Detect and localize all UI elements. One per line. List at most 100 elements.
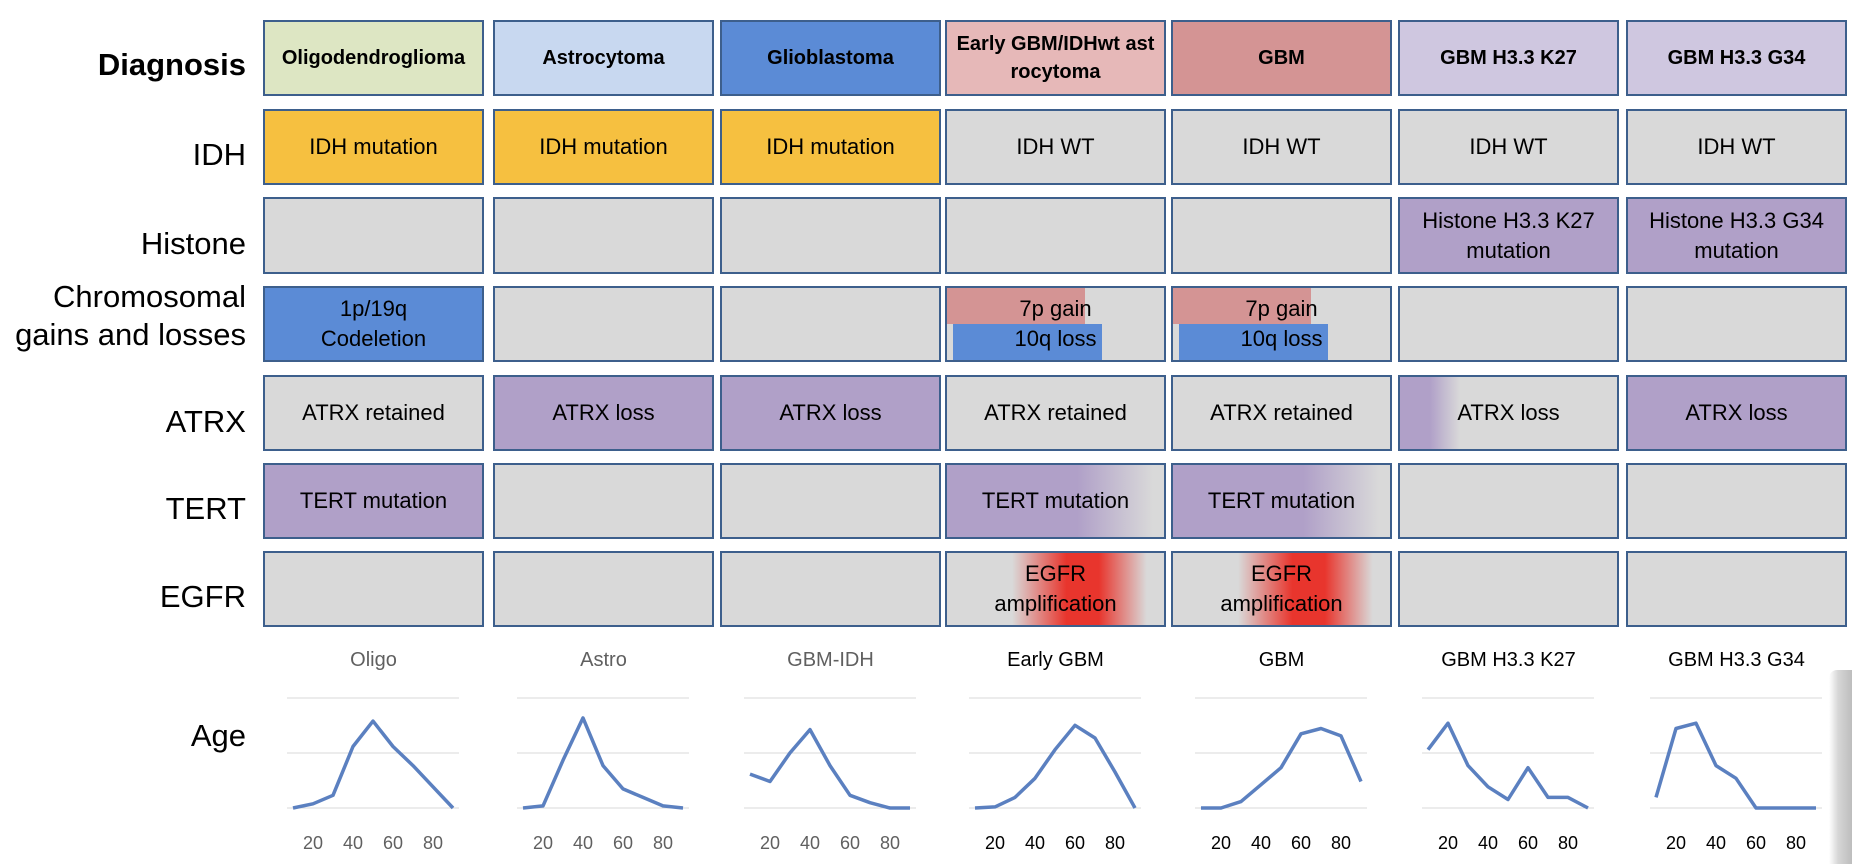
diagnosis-label: Glioblastoma <box>767 47 894 69</box>
atrx-cell: ATRX loss <box>1398 375 1619 451</box>
diagnosis-cell: Early GBM/IDHwt astrocytoma <box>945 20 1166 96</box>
chrom-cell: 7p gain 10q loss <box>945 286 1166 362</box>
egfr-line1: EGFR <box>1024 561 1087 586</box>
row-label-chromosomal-line1: Chromosomal <box>53 279 246 314</box>
age-axis-tick: 80 <box>422 833 444 853</box>
idh-cell: IDH WT <box>1171 109 1392 185</box>
age-chart-title: GBM <box>1258 649 1305 671</box>
tert-cell <box>720 463 941 539</box>
tert-status: TERT mutation <box>299 488 448 513</box>
diagnosis-label: GBM H3.3 G34 <box>1667 47 1806 69</box>
chrom-cell: 1p/19q Codeletion <box>263 286 484 362</box>
loss-10q-label: 10q loss <box>1014 326 1097 351</box>
row-label-chromosomal: Chromosomal gains and losses <box>0 278 246 354</box>
age-series-line <box>1201 726 1363 810</box>
idh-cell: IDH WT <box>945 109 1166 185</box>
row-label-histone: Histone <box>140 226 246 261</box>
age-distribution-chart <box>1195 697 1367 810</box>
age-axis-tick: 80 <box>652 833 674 853</box>
tert-cell <box>1626 463 1847 539</box>
gain-7p-bar <box>1173 288 1311 324</box>
idh-cell: IDH WT <box>1626 109 1847 185</box>
age-series-line <box>749 727 910 810</box>
chromosomal-line2: Codeletion <box>320 326 427 351</box>
age-series-line <box>292 719 455 810</box>
age-axis-tick: 60 <box>612 833 634 853</box>
egfr-cell <box>720 551 941 627</box>
age-chart-title: Astro <box>580 649 627 671</box>
gain-7p-label: 7p gain <box>1245 296 1318 321</box>
video-thumbnail-edge <box>1829 670 1852 864</box>
age-axis-tick: 40 <box>1250 833 1272 853</box>
age-chart-title: Oligo <box>350 649 397 671</box>
atrx-status: ATRX loss <box>779 400 882 425</box>
loss-10q-bar <box>953 324 1102 360</box>
age-series-line <box>1654 721 1816 810</box>
age-axis-tick: 60 <box>1064 833 1086 853</box>
age-axis-tick: 40 <box>1024 833 1046 853</box>
age-series-line <box>1426 721 1589 810</box>
histone-cell: Histone H3.3 G34 mutation <box>1626 197 1847 274</box>
egfr-cell <box>1398 551 1619 627</box>
age-axis-tick: 60 <box>1517 833 1539 853</box>
diagnosis-cell: GBM H3.3 K27 <box>1398 20 1619 96</box>
age-chart-title: GBM H3.3 K27 <box>1441 649 1576 671</box>
atrx-cell: ATRX retained <box>263 375 484 451</box>
loss-10q-label: 10q loss <box>1240 326 1323 351</box>
diagnosis-label: Astrocytoma <box>542 47 665 69</box>
idh-status: IDH WT <box>1469 134 1548 159</box>
egfr-cell <box>263 551 484 627</box>
idh-cell: IDH mutation <box>263 109 484 185</box>
histone-cell: Histone H3.3 K27 mutation <box>1398 197 1619 274</box>
age-axis-tick: 60 <box>1745 833 1767 853</box>
idh-cell: IDH WT <box>1398 109 1619 185</box>
age-axis-tick: 40 <box>1705 833 1727 853</box>
histone-cell <box>263 197 484 274</box>
diagnosis-label: Oligodendroglioma <box>281 47 466 69</box>
diagnosis-label: GBM <box>1258 47 1305 69</box>
idh-status: IDH mutation <box>309 134 438 159</box>
age-chart-title: GBM-IDH <box>787 649 874 671</box>
atrx-status: ATRX retained <box>984 400 1127 425</box>
age-chart-title: Early GBM <box>1007 649 1104 671</box>
age-axis-tick: 20 <box>532 833 554 853</box>
row-label-idh: IDH <box>192 137 246 172</box>
tert-status: TERT mutation <box>1207 488 1356 513</box>
age-axis-tick: 60 <box>382 833 404 853</box>
chromosomal-status: 7p gain 10q loss <box>1015 294 1097 354</box>
row-label-tert: TERT <box>165 491 246 526</box>
chromosomal-status: 1p/19q Codeletion <box>321 294 426 354</box>
diagnosis-cell: GBM <box>1171 20 1392 96</box>
egfr-cell: EGFR amplification <box>945 551 1166 627</box>
histone-status: Histone H3.3 G34 mutation <box>1649 207 1824 263</box>
idh-status: IDH WT <box>1697 134 1776 159</box>
row-label-chromosomal-line2: gains and losses <box>15 317 246 352</box>
idh-cell: IDH mutation <box>720 109 941 185</box>
atrx-status: ATRX retained <box>1210 400 1353 425</box>
age-axis-tick: 60 <box>1290 833 1312 853</box>
row-label-age: Age <box>190 718 246 753</box>
age-axis-tick: 60 <box>839 833 861 853</box>
age-axis-tick: 80 <box>1104 833 1126 853</box>
diagnosis-cell: GBM H3.3 G34 <box>1626 20 1847 96</box>
age-axis-tick: 20 <box>759 833 781 853</box>
age-distribution-chart <box>969 697 1141 810</box>
chrom-cell <box>493 286 714 362</box>
egfr-cell <box>493 551 714 627</box>
histone-cell <box>945 197 1166 274</box>
age-axis-tick: 80 <box>1557 833 1579 853</box>
row-label-diagnosis: Diagnosis <box>97 47 246 82</box>
age-distribution-chart <box>517 697 689 810</box>
egfr-status: EGFR amplification <box>994 559 1116 619</box>
row-label-egfr: EGFR <box>159 579 246 614</box>
atrx-status: ATRX retained <box>302 400 445 425</box>
age-axis-tick: 20 <box>302 833 324 853</box>
diagnosis-cell: Astrocytoma <box>493 20 714 96</box>
diagnosis-cell: Glioblastoma <box>720 20 941 96</box>
egfr-cell: EGFR amplification <box>1171 551 1392 627</box>
chromosomal-line1: 1p/19q <box>339 296 408 321</box>
tert-cell: TERT mutation <box>263 463 484 539</box>
age-axis-tick: 80 <box>1330 833 1352 853</box>
histone-cell <box>1171 197 1392 274</box>
atrx-status: ATRX loss <box>1685 400 1788 425</box>
